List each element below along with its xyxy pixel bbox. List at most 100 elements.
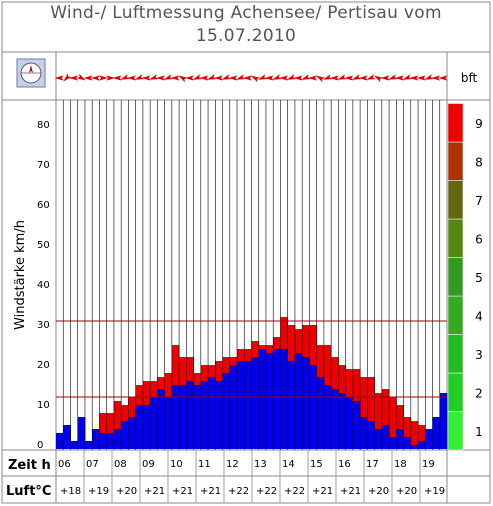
gust-bar	[381, 389, 390, 425]
gust-bar	[403, 417, 412, 437]
wind-direction-arrow-icon	[337, 74, 347, 80]
bft-segment	[447, 295, 464, 335]
arrow-head	[83, 75, 93, 81]
arrow-head	[242, 75, 252, 81]
gust-bar	[121, 405, 129, 421]
gust-bar	[150, 381, 158, 397]
arrow-head	[409, 75, 419, 81]
arrow-head	[192, 74, 202, 80]
gust-bar	[222, 357, 231, 373]
hour-label: 13	[254, 459, 267, 470]
wind-direction-arrow-icon	[279, 75, 289, 81]
compass-icon	[16, 58, 46, 88]
avg-bar	[84, 441, 93, 449]
bft-level-label: 8	[475, 155, 483, 169]
temperature-value: +22	[256, 486, 277, 497]
avg-bar	[273, 349, 281, 449]
wind-direction-arrow-icon	[112, 75, 122, 81]
wind-direction-arrow-icon	[329, 75, 339, 81]
hour-label: 15	[310, 459, 323, 470]
temperature-value: +18	[60, 486, 81, 497]
bft-level-label: 6	[475, 232, 483, 246]
wind-direction-arrow-icon	[178, 75, 188, 83]
avg-bar	[186, 381, 194, 449]
y-tick-label: 50	[37, 240, 50, 251]
avg-bar	[352, 401, 361, 449]
hour-label: 14	[282, 459, 295, 470]
wind-direction-arrow-icon	[192, 74, 202, 80]
wind-direction-arrow-icon	[373, 75, 383, 83]
arrow-head	[170, 75, 180, 81]
arrow-head	[99, 75, 109, 81]
avg-bar	[157, 389, 166, 449]
bft-segment	[447, 141, 464, 181]
bft-segment	[447, 334, 464, 374]
avg-bar	[113, 429, 122, 449]
temperature-row: Luft°C +18 +19 +20 +21 +21 +21 +22 +22 +22 +21 +21 +…	[6, 476, 445, 503]
avg-bar	[251, 357, 260, 449]
hour-label: 06	[58, 459, 71, 470]
gust-bar	[410, 421, 419, 445]
gust-bar	[280, 317, 289, 349]
wind-direction-arrow-icon	[155, 75, 165, 81]
avg-bar	[142, 405, 151, 449]
wind-direction-arrow-icon	[54, 75, 64, 81]
wind-direction-arrow-icon	[184, 75, 194, 81]
arrow-head	[184, 75, 194, 81]
arrow-head	[272, 74, 282, 80]
wind-direction-arrow-icon	[394, 75, 404, 81]
arrow-head	[264, 75, 274, 81]
gust-bar	[237, 349, 245, 361]
wind-direction-arrow-icon	[99, 75, 109, 81]
avg-bar	[432, 417, 441, 449]
arrow-head	[366, 74, 376, 80]
bft-label: bft	[461, 71, 478, 85]
bft-level-label: 3	[475, 348, 483, 362]
wind-direction-arrow-icon	[286, 74, 296, 80]
avg-bar	[200, 381, 209, 449]
gust-bar	[273, 337, 281, 349]
wind-direction-arrow-icon	[235, 74, 246, 80]
wind-direction-arrow-icon	[416, 75, 426, 81]
avg-bar	[360, 417, 368, 449]
avg-bar	[389, 437, 397, 449]
wind-direction-arrow-icon	[199, 75, 209, 81]
avg-bar	[164, 397, 173, 449]
avg-bar	[345, 397, 354, 449]
hour-label: 12	[226, 459, 239, 470]
bft-level-label: 9	[475, 117, 483, 131]
arrow-head	[163, 74, 173, 80]
wind-direction-arrow-icon	[264, 75, 274, 81]
hour-label: 18	[394, 459, 407, 470]
avg-bar	[374, 429, 383, 449]
arrow-head	[141, 75, 151, 81]
gust-bar	[287, 325, 296, 361]
reference-lines	[56, 320, 447, 398]
hour-label: 07	[86, 459, 99, 470]
gust-bar	[200, 365, 209, 381]
gust-bar	[128, 397, 137, 417]
gust-bar	[106, 413, 115, 433]
arrow-head	[127, 75, 137, 81]
chart-title: Wind-/ Luftmessung Achensee/ Pertisau vo…	[2, 2, 490, 48]
avg-bar	[106, 433, 115, 449]
arrow-head	[90, 75, 100, 81]
arrow-head	[69, 75, 79, 81]
arrow-head	[315, 75, 326, 83]
avg-bar	[193, 385, 202, 449]
wind-direction-arrow-icon	[308, 75, 318, 81]
wind-direction-arrow-icon	[351, 74, 362, 80]
wind-direction-arrow-icon	[322, 74, 333, 80]
arrow-head	[213, 75, 223, 81]
y-axis-label: Windstärke km/h	[13, 220, 28, 330]
gust-bar	[208, 365, 216, 377]
avg-bar	[128, 417, 137, 449]
temperature-value: +20	[368, 486, 389, 497]
arrow-head	[387, 74, 398, 80]
arrow-head	[358, 75, 368, 81]
wind-direction-arrow-icon	[63, 73, 72, 82]
avg-bar	[171, 385, 180, 449]
chart-title-line2: 15.07.2010	[195, 26, 297, 46]
